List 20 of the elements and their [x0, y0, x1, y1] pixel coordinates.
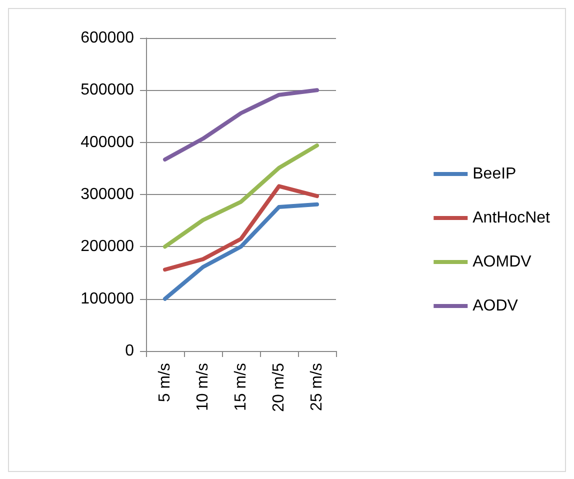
- x-tick-label: 20 m/5: [270, 362, 288, 412]
- x-tick-label: 5 m/s: [156, 363, 174, 402]
- x-tick-label: 15 m/s: [232, 363, 250, 412]
- y-tick-label: 100000: [80, 290, 134, 308]
- line-series: [163, 184, 319, 272]
- x-tick-label: 10 m/s: [194, 363, 212, 412]
- line-series: [163, 202, 319, 301]
- line-series: [163, 88, 319, 162]
- legend-label: BeeIP: [472, 166, 516, 182]
- legend-label: AODV: [472, 298, 518, 314]
- y-tick-label: 0: [125, 342, 134, 360]
- line-series: [163, 143, 319, 249]
- y-tick-label: 500000: [80, 82, 134, 99]
- y-tick-label: 400000: [80, 134, 134, 151]
- legend-label: AntHocNet: [472, 210, 551, 226]
- x-tick-label: 25 m/s: [308, 363, 326, 412]
- y-tick-label: 600000: [80, 30, 134, 46]
- legend-label: AOMDV: [472, 254, 532, 270]
- y-tick-label: 300000: [80, 186, 134, 203]
- y-tick-label: 200000: [80, 238, 134, 256]
